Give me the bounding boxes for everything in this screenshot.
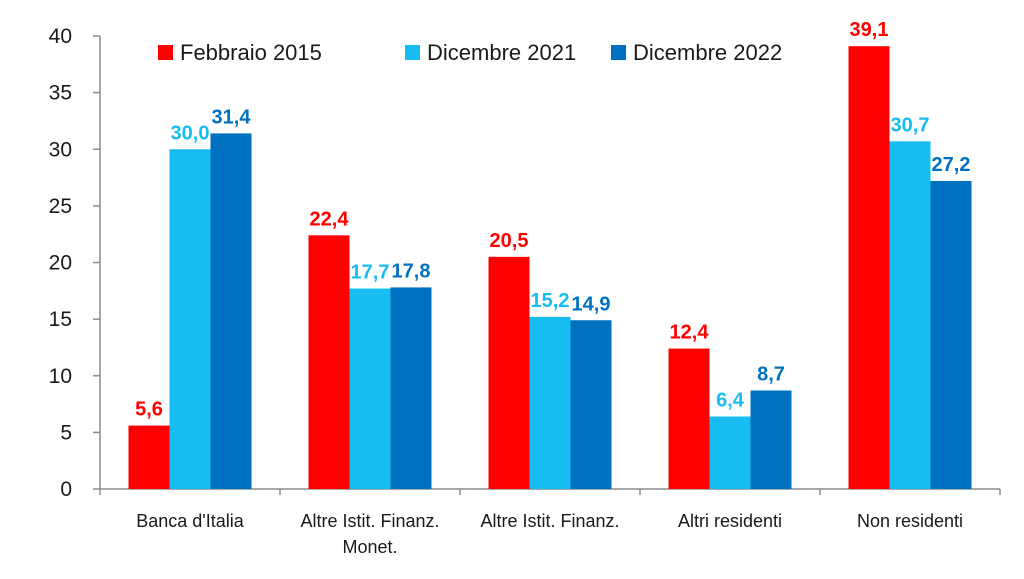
bar bbox=[169, 149, 211, 489]
y-tick-label: 5 bbox=[60, 421, 72, 444]
bar bbox=[668, 348, 710, 489]
bar bbox=[570, 320, 612, 489]
legend-swatch bbox=[158, 45, 173, 60]
data-label: 17,8 bbox=[392, 260, 431, 282]
data-label: 8,7 bbox=[757, 363, 785, 385]
category-label: Non residenti bbox=[857, 511, 963, 531]
category-label: Altri residenti bbox=[678, 511, 782, 531]
legend: Febbraio 2015 Dicembre 2021 Dicembre 2022 bbox=[158, 40, 782, 65]
data-label: 15,2 bbox=[531, 290, 570, 312]
bar bbox=[848, 46, 890, 489]
y-tick-label: 10 bbox=[49, 365, 72, 388]
data-label: 27,2 bbox=[932, 154, 971, 176]
data-label: 12,4 bbox=[670, 322, 710, 344]
data-labels: 5,6 22,4 20,5 12,4 39,1 30,0 17,7 15,2 6,4 30,7 31… bbox=[135, 19, 970, 420]
y-tick-label: 30 bbox=[49, 138, 72, 161]
bar bbox=[390, 287, 432, 489]
category-label-line: Altre Istit. Finanz. bbox=[300, 511, 439, 531]
y-tick-label: 25 bbox=[49, 195, 72, 218]
legend-label: Febbraio 2015 bbox=[180, 40, 322, 65]
data-label: 22,4 bbox=[310, 208, 350, 230]
bar bbox=[750, 390, 792, 489]
category-label-line: Monet. bbox=[342, 537, 397, 557]
y-tick-label: 0 bbox=[60, 478, 72, 501]
data-label: 30,0 bbox=[171, 122, 210, 144]
legend-swatch bbox=[405, 45, 420, 60]
y-tick-label: 20 bbox=[49, 252, 72, 275]
legend-label: Dicembre 2022 bbox=[633, 40, 782, 65]
data-label: 6,4 bbox=[716, 390, 745, 412]
category-label-line: Banca d'Italia bbox=[136, 511, 244, 531]
category-label: Banca d'Italia bbox=[136, 511, 244, 531]
data-label: 14,9 bbox=[572, 293, 611, 315]
bar bbox=[709, 416, 751, 489]
category-label: Altre Istit. Finanz. bbox=[480, 511, 619, 531]
bar bbox=[930, 180, 972, 489]
bar bbox=[488, 256, 530, 489]
bars bbox=[128, 46, 972, 489]
data-label: 17,7 bbox=[351, 262, 390, 284]
y-tick-label: 15 bbox=[49, 308, 72, 331]
category-label-line: Altre Istit. Finanz. bbox=[480, 511, 619, 531]
y-tick-label: 40 bbox=[49, 25, 72, 48]
bar bbox=[529, 316, 571, 489]
category-label: Altre Istit. Finanz. Monet. bbox=[300, 511, 439, 557]
data-label: 20,5 bbox=[490, 230, 529, 252]
axes: 0 5 10 15 20 25 30 35 40 Banca d'Italia Altre Isti… bbox=[49, 25, 1001, 557]
data-label: 5,6 bbox=[135, 399, 163, 421]
data-label: 31,4 bbox=[212, 106, 252, 128]
category-label-line: Non residenti bbox=[857, 511, 963, 531]
bar bbox=[889, 141, 931, 489]
category-label-line: Altri residenti bbox=[678, 511, 782, 531]
bar bbox=[210, 133, 252, 489]
legend-label: Dicembre 2021 bbox=[427, 40, 576, 65]
legend-swatch bbox=[611, 45, 626, 60]
data-label: 30,7 bbox=[891, 114, 930, 136]
bar bbox=[128, 425, 170, 489]
bar bbox=[308, 235, 350, 489]
data-label: 39,1 bbox=[850, 19, 889, 41]
y-tick-label: 35 bbox=[49, 82, 72, 105]
bar bbox=[349, 288, 391, 489]
